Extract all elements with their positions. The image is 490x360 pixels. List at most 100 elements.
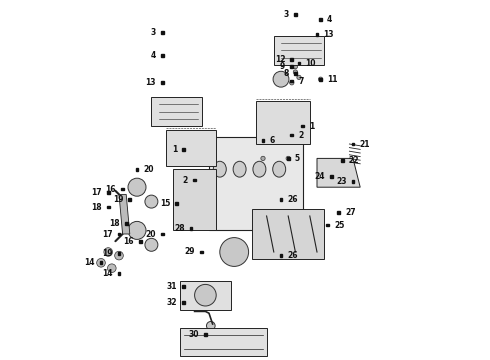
Text: 16: 16 [123, 237, 134, 246]
Bar [161, 233, 164, 235]
Text: 1: 1 [309, 122, 314, 131]
Text: 4: 4 [327, 15, 332, 24]
Bar [316, 33, 318, 36]
Text: 2: 2 [298, 131, 303, 140]
Ellipse shape [273, 161, 286, 177]
Bar [287, 157, 290, 160]
Bar [291, 58, 293, 61]
Bar [326, 224, 329, 226]
Text: 28: 28 [174, 224, 185, 233]
Text: 18: 18 [91, 202, 102, 211]
Polygon shape [166, 130, 216, 166]
Ellipse shape [195, 284, 216, 306]
Text: 11: 11 [327, 75, 338, 84]
Text: 12: 12 [275, 55, 285, 64]
Bar [118, 252, 121, 255]
Ellipse shape [293, 64, 297, 69]
Text: 22: 22 [349, 156, 359, 165]
Bar [262, 139, 265, 142]
Ellipse shape [273, 71, 289, 87]
Ellipse shape [297, 75, 301, 80]
Bar [294, 13, 297, 16]
Text: 18: 18 [109, 219, 120, 228]
Text: 27: 27 [345, 208, 356, 217]
Ellipse shape [104, 248, 113, 256]
Text: 26: 26 [288, 195, 298, 204]
Ellipse shape [286, 61, 291, 65]
Bar [107, 191, 110, 194]
Text: 3: 3 [150, 28, 156, 37]
Text: 3: 3 [284, 10, 289, 19]
Ellipse shape [128, 178, 146, 196]
Bar [291, 65, 293, 68]
Bar [280, 254, 282, 257]
Ellipse shape [318, 77, 323, 81]
Ellipse shape [128, 221, 146, 239]
Polygon shape [256, 101, 310, 144]
Bar [190, 227, 193, 230]
Text: 19: 19 [113, 195, 123, 204]
Bar [291, 80, 293, 82]
Ellipse shape [145, 238, 158, 251]
Text: 29: 29 [185, 248, 196, 256]
Bar [182, 301, 185, 304]
Text: 14: 14 [84, 258, 95, 267]
Polygon shape [119, 194, 130, 234]
Bar [136, 168, 139, 171]
Bar [200, 251, 203, 253]
Text: 17: 17 [91, 188, 102, 197]
Polygon shape [173, 169, 216, 230]
Polygon shape [151, 97, 202, 126]
Bar [351, 180, 354, 183]
Text: 20: 20 [144, 165, 154, 174]
Text: 23: 23 [336, 177, 346, 186]
Bar [319, 18, 322, 21]
Bar [294, 72, 297, 75]
Ellipse shape [261, 156, 265, 161]
Ellipse shape [107, 264, 116, 273]
Ellipse shape [175, 99, 193, 117]
Text: 31: 31 [167, 282, 177, 291]
Text: 4: 4 [150, 51, 156, 60]
Polygon shape [180, 281, 231, 310]
Bar [319, 78, 322, 81]
Bar [121, 188, 124, 190]
Bar [139, 240, 142, 243]
Text: 24: 24 [315, 172, 325, 181]
Bar [301, 125, 304, 127]
Bar [161, 54, 164, 57]
Text: 9: 9 [280, 62, 285, 71]
Text: 30: 30 [189, 330, 199, 339]
Text: 20: 20 [145, 230, 156, 239]
Text: 15: 15 [160, 199, 170, 208]
Polygon shape [180, 328, 267, 356]
Bar [118, 233, 121, 235]
Text: 5: 5 [294, 154, 300, 163]
Text: 13: 13 [323, 30, 334, 39]
Ellipse shape [145, 195, 158, 208]
Bar [337, 211, 340, 214]
Bar [193, 179, 196, 181]
Text: 1: 1 [172, 145, 177, 154]
Polygon shape [209, 137, 303, 230]
Polygon shape [317, 158, 360, 187]
Ellipse shape [290, 81, 294, 85]
Text: 21: 21 [360, 140, 370, 149]
Bar [161, 31, 164, 34]
Ellipse shape [220, 238, 248, 266]
Ellipse shape [253, 161, 266, 177]
Bar [107, 206, 110, 208]
Bar [182, 148, 185, 151]
Bar [351, 143, 354, 145]
Bar [291, 134, 293, 136]
Ellipse shape [115, 251, 123, 260]
Bar [99, 261, 102, 264]
Bar [175, 202, 178, 205]
Ellipse shape [293, 70, 297, 74]
Text: 25: 25 [334, 220, 344, 230]
Ellipse shape [206, 321, 215, 330]
Text: 26: 26 [288, 251, 298, 260]
Bar [182, 285, 185, 288]
Text: 32: 32 [167, 298, 177, 307]
Bar [341, 159, 343, 162]
